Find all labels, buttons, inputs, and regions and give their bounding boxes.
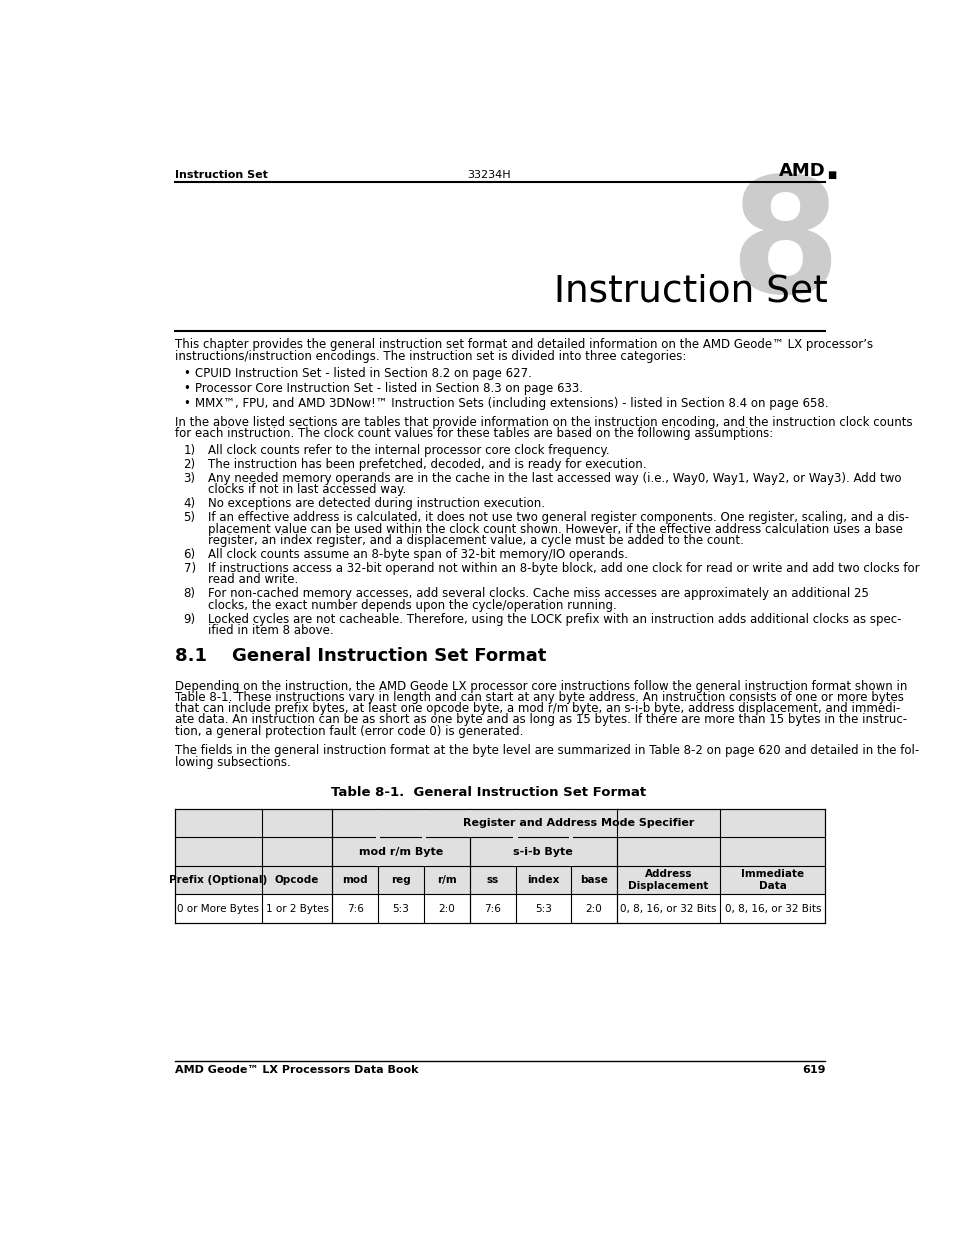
Text: Immediate
Data: Immediate Data bbox=[740, 869, 803, 890]
Text: 8): 8) bbox=[183, 588, 195, 600]
Text: clocks if not in last accessed way.: clocks if not in last accessed way. bbox=[208, 483, 406, 496]
Text: Instruction Set: Instruction Set bbox=[554, 274, 826, 310]
Text: All clock counts refer to the internal processor core clock frequency.: All clock counts refer to the internal p… bbox=[208, 443, 609, 457]
Text: Depending on the instruction, the AMD Geode LX processor core instructions follo: Depending on the instruction, the AMD Ge… bbox=[174, 679, 906, 693]
Text: s-i-b Byte: s-i-b Byte bbox=[513, 846, 573, 857]
Bar bbox=[174, 809, 824, 837]
Text: that can include prefix bytes, at least one opcode byte, a mod r/m byte, an s-i-: that can include prefix bytes, at least … bbox=[174, 703, 899, 715]
Text: In the above listed sections are tables that provide information on the instruct: In the above listed sections are tables … bbox=[174, 416, 911, 429]
Text: 1 or 2 Bytes: 1 or 2 Bytes bbox=[265, 904, 328, 914]
Bar bbox=[614, 809, 618, 837]
Text: 5): 5) bbox=[183, 511, 195, 525]
Text: 6): 6) bbox=[183, 548, 195, 561]
Text: Register and Address Mode Specifier: Register and Address Mode Specifier bbox=[462, 818, 694, 827]
Text: Locked cycles are not cacheable. Therefore, using the LOCK prefix with an instru: Locked cycles are not cacheable. Therefo… bbox=[208, 613, 901, 626]
Text: The instruction has been prefetched, decoded, and is ready for execution.: The instruction has been prefetched, dec… bbox=[208, 458, 646, 471]
Text: 9): 9) bbox=[183, 613, 195, 626]
Bar bbox=[568, 809, 573, 837]
Text: base: base bbox=[579, 876, 607, 885]
Text: MMX™, FPU, and AMD 3DNow!™ Instruction Sets (including extensions) - listed in S: MMX™, FPU, and AMD 3DNow!™ Instruction S… bbox=[195, 396, 828, 410]
Bar bbox=[568, 837, 573, 866]
Bar bbox=[375, 809, 380, 837]
Text: 619: 619 bbox=[801, 1065, 824, 1074]
Text: •: • bbox=[183, 367, 191, 379]
Text: 0, 8, 16, or 32 Bits: 0, 8, 16, or 32 Bits bbox=[724, 904, 821, 914]
Text: reg: reg bbox=[391, 876, 411, 885]
Text: 5:3: 5:3 bbox=[535, 904, 551, 914]
Bar bbox=[421, 837, 426, 866]
Text: 2): 2) bbox=[183, 458, 195, 471]
Text: register, an index register, and a displacement value, a cycle must be added to : register, an index register, and a displ… bbox=[208, 534, 743, 547]
Text: mod r/m Byte: mod r/m Byte bbox=[358, 846, 442, 857]
Text: For non-cached memory accesses, add several clocks. Cache miss accesses are appr: For non-cached memory accesses, add seve… bbox=[208, 588, 868, 600]
Text: clocks, the exact number depends upon the cycle/operation running.: clocks, the exact number depends upon th… bbox=[208, 599, 616, 611]
Text: •: • bbox=[183, 382, 191, 395]
Text: 8.1    General Instruction Set Format: 8.1 General Instruction Set Format bbox=[174, 647, 545, 666]
Text: 7:6: 7:6 bbox=[484, 904, 500, 914]
Text: tion, a general protection fault (error code 0) is generated.: tion, a general protection fault (error … bbox=[174, 725, 522, 737]
Text: Opcode: Opcode bbox=[274, 876, 319, 885]
Text: ified in item 8 above.: ified in item 8 above. bbox=[208, 624, 334, 637]
Text: AMD Geode™ LX Processors Data Book: AMD Geode™ LX Processors Data Book bbox=[174, 1065, 417, 1074]
Text: No exceptions are detected during instruction execution.: No exceptions are detected during instru… bbox=[208, 498, 544, 510]
Text: 2:0: 2:0 bbox=[438, 904, 455, 914]
Bar bbox=[174, 837, 824, 866]
Text: If an effective address is calculated, it does not use two general register comp: If an effective address is calculated, i… bbox=[208, 511, 908, 525]
Text: read and write.: read and write. bbox=[208, 573, 298, 587]
Text: All clock counts assume an 8-byte span of 32-bit memory/IO operands.: All clock counts assume an 8-byte span o… bbox=[208, 548, 627, 561]
Text: 5:3: 5:3 bbox=[392, 904, 409, 914]
Text: Address
Displacement: Address Displacement bbox=[628, 869, 708, 890]
Bar bbox=[421, 809, 426, 837]
Text: If instructions access a 32-bit operand not within an 8-byte block, add one cloc: If instructions access a 32-bit operand … bbox=[208, 562, 919, 576]
Bar bbox=[513, 837, 517, 866]
Bar bbox=[174, 866, 824, 894]
Text: 1): 1) bbox=[183, 443, 195, 457]
Text: 3): 3) bbox=[183, 472, 195, 485]
Text: ss: ss bbox=[486, 876, 498, 885]
Text: r/m: r/m bbox=[436, 876, 456, 885]
Text: Table 8-1. These instructions vary in length and can start at any byte address. : Table 8-1. These instructions vary in le… bbox=[174, 692, 902, 704]
Text: for each instruction. The clock count values for these tables are based on the f: for each instruction. The clock count va… bbox=[174, 427, 772, 440]
Text: This chapter provides the general instruction set format and detailed informatio: This chapter provides the general instru… bbox=[174, 338, 872, 352]
Text: index: index bbox=[526, 876, 558, 885]
Text: Table 8-1.  General Instruction Set Format: Table 8-1. General Instruction Set Forma… bbox=[331, 785, 646, 799]
Text: AMD: AMD bbox=[778, 162, 824, 179]
Text: Processor Core Instruction Set - listed in Section 8.3 on page 633.: Processor Core Instruction Set - listed … bbox=[195, 382, 583, 395]
Text: 4): 4) bbox=[183, 498, 195, 510]
Text: 7): 7) bbox=[183, 562, 195, 576]
Text: 8: 8 bbox=[728, 170, 840, 326]
Text: ■: ■ bbox=[826, 169, 835, 179]
Text: ate data. An instruction can be as short as one byte and as long as 15 bytes. If: ate data. An instruction can be as short… bbox=[174, 714, 906, 726]
Text: placement value can be used within the clock count shown. However, if the effect: placement value can be used within the c… bbox=[208, 522, 902, 536]
Text: Prefix (Optional): Prefix (Optional) bbox=[169, 876, 267, 885]
Text: Any needed memory operands are in the cache in the last accessed way (i.e., Way0: Any needed memory operands are in the ca… bbox=[208, 472, 901, 485]
Text: 2:0: 2:0 bbox=[585, 904, 601, 914]
Text: lowing subsections.: lowing subsections. bbox=[174, 756, 290, 768]
Text: 0, 8, 16, or 32 Bits: 0, 8, 16, or 32 Bits bbox=[619, 904, 716, 914]
Text: •: • bbox=[183, 396, 191, 410]
Bar bbox=[513, 809, 517, 837]
Text: Instruction Set: Instruction Set bbox=[174, 169, 267, 179]
Bar bbox=[467, 809, 472, 837]
Text: 33234H: 33234H bbox=[467, 169, 510, 179]
Text: 0 or More Bytes: 0 or More Bytes bbox=[177, 904, 259, 914]
Bar bbox=[375, 837, 380, 866]
Text: mod: mod bbox=[342, 876, 368, 885]
Text: instructions/instruction encodings. The instruction set is divided into three ca: instructions/instruction encodings. The … bbox=[174, 350, 685, 363]
Text: The fields in the general instruction format at the byte level are summarized in: The fields in the general instruction fo… bbox=[174, 745, 918, 757]
Text: CPUID Instruction Set - listed in Section 8.2 on page 627.: CPUID Instruction Set - listed in Sectio… bbox=[195, 367, 532, 379]
Text: 7:6: 7:6 bbox=[346, 904, 363, 914]
